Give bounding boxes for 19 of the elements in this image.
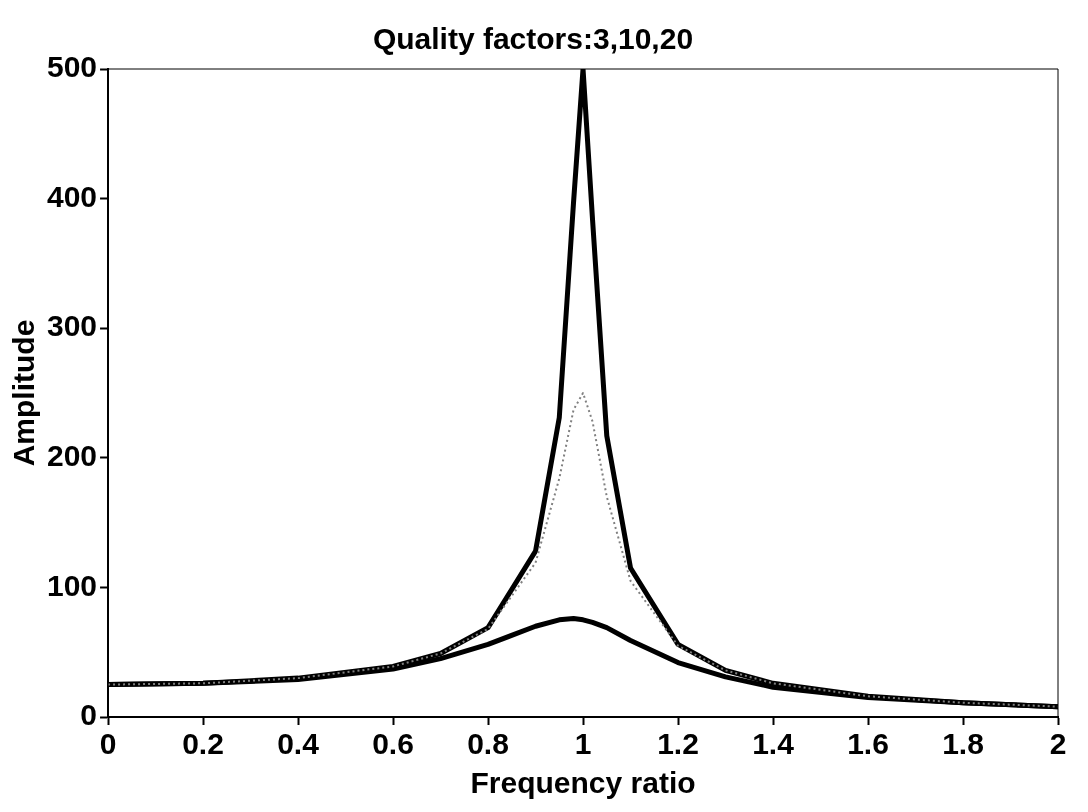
- y-tick-label: 100: [46, 568, 98, 602]
- x-tick-label: 0.6: [372, 727, 414, 761]
- y-axis-title: Amplitude: [7, 319, 41, 467]
- chart-title: Quality factors:3,10,20: [372, 22, 694, 56]
- x-tick-label: 1.2: [657, 727, 699, 761]
- x-tick-label: 0.8: [467, 727, 509, 761]
- x-tick-label: 1.6: [847, 727, 889, 761]
- y-tick-label: 400: [46, 179, 98, 213]
- x-tick-label: 2: [1049, 727, 1067, 761]
- y-tick-label: 200: [46, 439, 98, 473]
- x-tick-label: 1.8: [942, 727, 984, 761]
- y-tick-label: 500: [46, 50, 98, 84]
- y-tick-label: 0: [80, 698, 98, 732]
- x-axis-title: Frequency ratio: [470, 766, 696, 800]
- x-tick-label: 1: [574, 727, 592, 761]
- x-tick-label: 0.2: [182, 727, 224, 761]
- y-tick-label: 300: [46, 309, 98, 343]
- x-tick-label: 0.4: [277, 727, 320, 761]
- x-tick-label: 1.4: [752, 727, 795, 761]
